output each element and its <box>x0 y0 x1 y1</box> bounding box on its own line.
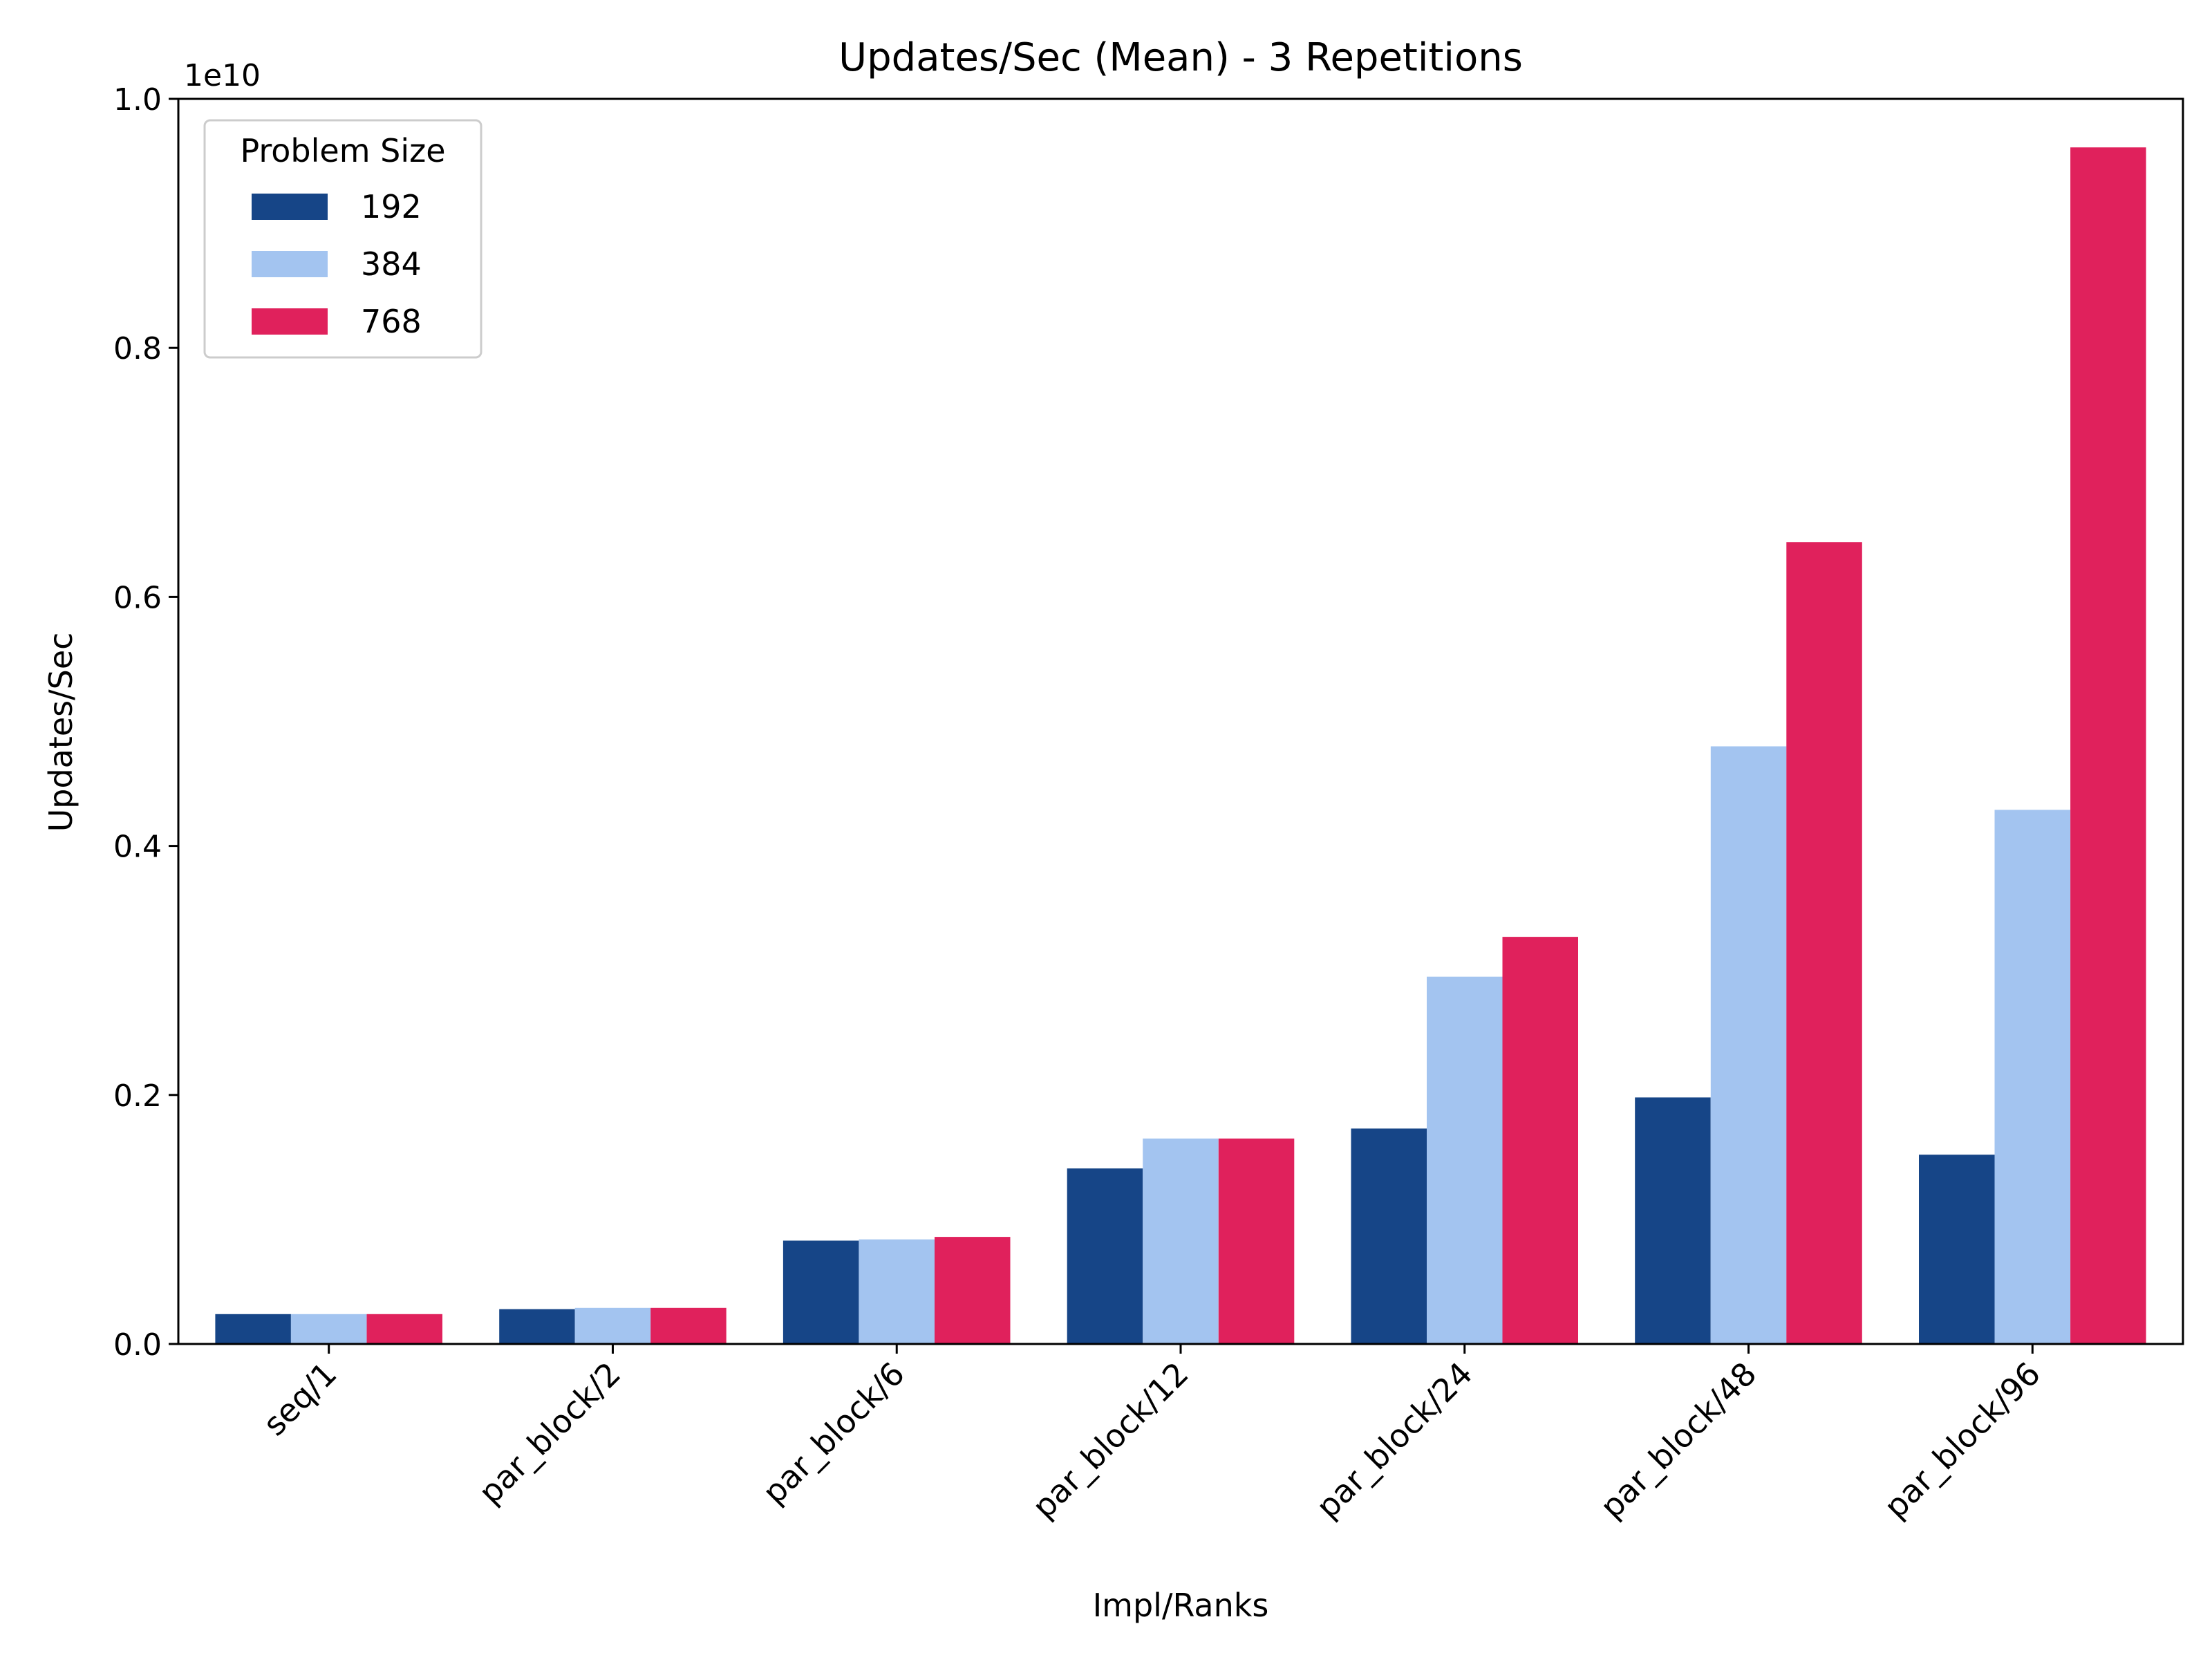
legend-label: 768 <box>361 303 422 340</box>
legend-swatch <box>252 308 328 335</box>
y-tick-label: 0.6 <box>113 580 162 615</box>
x-tick-label: par_block/96 <box>1877 1355 2047 1526</box>
y-tick-label: 0.0 <box>113 1327 162 1363</box>
legend-label: 192 <box>361 188 422 225</box>
x-tick-label: par_block/48 <box>1593 1355 1763 1526</box>
bar-192-par-block-2 <box>499 1309 575 1344</box>
y-tick-label: 0.2 <box>113 1079 162 1114</box>
bar-768-par-block-2 <box>650 1307 727 1344</box>
bar-192-par-block-24 <box>1351 1128 1427 1344</box>
x-tick-label: seq/1 <box>256 1355 344 1443</box>
legend-box <box>203 119 482 359</box>
y-tick-label: 0.4 <box>113 830 162 865</box>
bar-384-par-block-12 <box>1143 1138 1219 1344</box>
y-axis-ticks: 0.0 0.2 0.4 0.6 0.8 1.0 <box>113 82 178 1363</box>
x-axis-ticks: seq/1 par_block/2 par_block/6 par_block/12 p… <box>256 1344 2047 1526</box>
bar-384-par-block-96 <box>1994 810 2070 1344</box>
bars-group <box>215 147 2146 1345</box>
legend-items: 192 384 768 <box>252 188 422 340</box>
bar-192-seq-1 <box>215 1314 291 1344</box>
bar-192-par-block-48 <box>1635 1097 1711 1344</box>
bar-384-par-block-24 <box>1427 976 1503 1344</box>
bar-768-par-block-96 <box>2070 147 2146 1345</box>
legend-swatch <box>252 251 328 277</box>
bar-384-par-block-2 <box>574 1307 651 1344</box>
plot-area-frame <box>177 97 2184 1345</box>
chart-title: Updates/Sec (Mean) - 3 Repetitions <box>838 35 1523 80</box>
bar-384-par-block-48 <box>1710 746 1787 1344</box>
x-tick-label: par_block/24 <box>1309 1355 1479 1526</box>
x-tick-label: par_block/12 <box>1025 1355 1196 1526</box>
legend-title: Problem Size <box>240 132 445 169</box>
legend-label: 384 <box>361 245 422 283</box>
x-axis-label: Impl/Ranks <box>1093 1587 1269 1624</box>
y-tick-label: 1.0 <box>113 82 162 118</box>
bar-768-par-block-48 <box>1786 542 1862 1345</box>
y-axis-label: Updates/Sec <box>42 633 79 832</box>
bar-192-par-block-12 <box>1067 1168 1143 1344</box>
bar-768-par-block-6 <box>935 1237 1011 1344</box>
y-axis-scale-label: 1e10 <box>184 58 261 93</box>
y-tick-label: 0.8 <box>113 331 162 366</box>
bar-192-par-block-6 <box>782 1240 859 1344</box>
bar-768-par-block-24 <box>1502 937 1578 1344</box>
x-tick-label: par_block/2 <box>471 1355 628 1511</box>
bar-384-seq-1 <box>290 1314 367 1344</box>
bar-192-par-block-96 <box>1919 1155 1995 1344</box>
legend: Problem Size 192 384 768 <box>203 119 482 359</box>
bar-384-par-block-6 <box>859 1239 935 1344</box>
x-tick-label: par_block/6 <box>756 1355 912 1511</box>
legend-swatch <box>252 194 328 220</box>
bar-768-par-block-12 <box>1218 1138 1295 1344</box>
bar-768-seq-1 <box>366 1314 442 1344</box>
